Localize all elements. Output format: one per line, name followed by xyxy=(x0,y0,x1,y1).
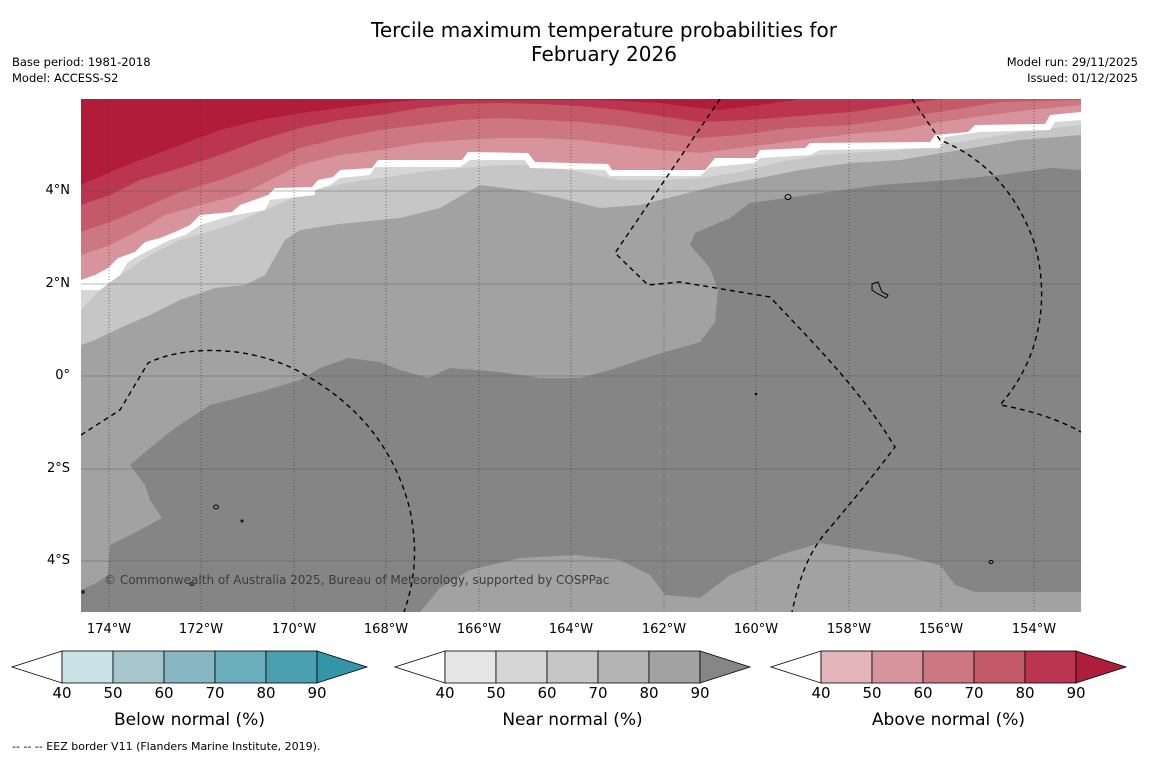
island xyxy=(871,281,889,299)
cb-near-title: Near normal (%) xyxy=(502,710,643,730)
island xyxy=(784,194,792,200)
cb-below-50-60 xyxy=(112,650,165,684)
cb-above-tick: 70 xyxy=(964,684,984,702)
cb-above-50-60 xyxy=(871,650,924,684)
lon-label-160w: 160°W xyxy=(733,622,779,637)
lon-label-154w: 154°W xyxy=(1011,622,1057,637)
cb-below-tick: 80 xyxy=(256,684,276,702)
model-run: Model run: 29/11/2025 xyxy=(1006,55,1138,69)
cb-below-80-90 xyxy=(265,650,318,684)
cb-near-60-70 xyxy=(546,650,599,684)
title-line-1: Tercile maximum temperature probabilitie… xyxy=(371,18,837,42)
cb-below-tick: 50 xyxy=(103,684,123,702)
cb-below-high-arrow xyxy=(316,650,369,684)
issued-date: Issued: 01/12/2025 xyxy=(1027,71,1138,85)
colorbar-near-normal xyxy=(393,650,752,684)
cb-near-low-arrow xyxy=(393,650,446,684)
island xyxy=(240,519,244,523)
cb-above-60-70 xyxy=(922,650,975,684)
cb-near-tick: 40 xyxy=(435,684,455,702)
meta-right: Model run: 29/11/2025 Issued: 01/12/2025 xyxy=(1007,54,1138,86)
eez-borders xyxy=(81,99,1081,612)
cb-near-tick: 80 xyxy=(639,684,659,702)
lon-label-174w: 174°W xyxy=(86,622,132,637)
island xyxy=(81,590,85,594)
cb-below-title: Below normal (%) xyxy=(114,710,265,730)
cb-above-80-90 xyxy=(1024,650,1077,684)
island xyxy=(213,504,219,510)
lon-label-156w: 156°W xyxy=(918,622,964,637)
lon-label-158w: 158°W xyxy=(826,622,872,637)
colorbar-below-normal xyxy=(10,650,369,684)
cb-near-tick: 70 xyxy=(588,684,608,702)
island xyxy=(754,392,758,396)
cb-near-tick: 50 xyxy=(486,684,506,702)
probability-field xyxy=(81,99,1081,612)
cb-near-50-60 xyxy=(495,650,548,684)
cb-below-tick: 90 xyxy=(307,684,327,702)
near-normal-90-region xyxy=(81,168,1081,612)
cb-above-title: Above normal (%) xyxy=(871,710,1026,730)
above-normal-80-90-region xyxy=(81,99,940,205)
cb-above-low-arrow xyxy=(769,650,822,684)
cb-below-low-arrow xyxy=(10,650,63,684)
cb-above-40-50 xyxy=(820,650,873,684)
island xyxy=(189,582,195,586)
cb-near-40-50 xyxy=(444,650,497,684)
cb-above-tick: 80 xyxy=(1015,684,1035,702)
above-normal-90-region xyxy=(81,99,800,185)
cb-above-tick: 40 xyxy=(811,684,831,702)
cb-below-tick: 40 xyxy=(52,684,72,702)
cb-above-high-arrow xyxy=(1075,650,1128,684)
cb-above-tick: 50 xyxy=(862,684,882,702)
base-period: Base period: 1981-2018 xyxy=(12,55,151,69)
cb-near-tick: 60 xyxy=(537,684,557,702)
cb-below-tick: 60 xyxy=(154,684,174,702)
lat-label-4s: 4°S xyxy=(46,553,70,568)
cb-below-60-70 xyxy=(163,650,216,684)
cb-above-70-80 xyxy=(973,650,1026,684)
cb-near-high-arrow xyxy=(699,650,752,684)
cb-near-80-90 xyxy=(648,650,701,684)
lat-label-4n: 4°N xyxy=(45,183,71,198)
lon-label-172w: 172°W xyxy=(178,622,224,637)
lon-label-168w: 168°W xyxy=(363,622,409,637)
islands xyxy=(81,194,994,594)
colorbar-above-normal xyxy=(769,650,1128,684)
map-title: Tercile maximum temperature probabilitie… xyxy=(0,18,1150,66)
above-normal-70-80-region xyxy=(81,99,1081,232)
eez-footnote: -- -- -- EEZ border V11 (Flanders Marine… xyxy=(12,740,321,753)
model-name: Model: ACCESS-S2 xyxy=(12,71,119,85)
lat-label-2n: 2°N xyxy=(45,276,71,291)
lat-label-2s: 2°S xyxy=(46,461,70,476)
meta-left: Base period: 1981-2018 Model: ACCESS-S2 xyxy=(12,54,151,86)
copyright-note: © Commonwealth of Australia 2025, Bureau… xyxy=(104,573,610,587)
cb-near-70-80 xyxy=(597,650,650,684)
lon-label-162w: 162°W xyxy=(641,622,687,637)
lon-label-170w: 170°W xyxy=(271,622,317,637)
cb-near-tick: 90 xyxy=(690,684,710,702)
cb-below-40-50 xyxy=(61,650,114,684)
cb-below-70-80 xyxy=(214,650,267,684)
island xyxy=(988,560,994,564)
lon-label-164w: 164°W xyxy=(548,622,594,637)
cb-above-tick: 90 xyxy=(1066,684,1086,702)
cb-above-tick: 60 xyxy=(913,684,933,702)
lon-label-166w: 166°W xyxy=(456,622,502,637)
cb-below-tick: 70 xyxy=(205,684,225,702)
lat-label-equator: 0° xyxy=(55,368,70,383)
title-line-2: February 2026 xyxy=(531,42,677,66)
map-grid xyxy=(81,190,1081,562)
